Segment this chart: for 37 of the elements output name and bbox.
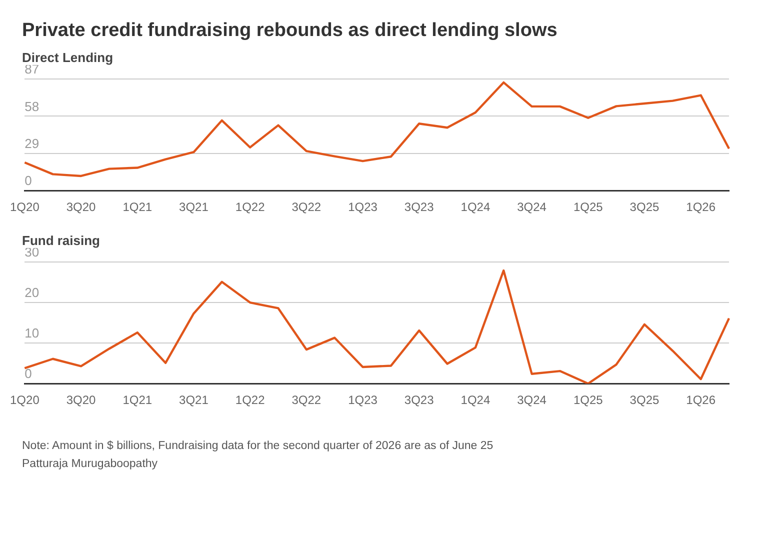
x-tick-label: 1Q21 <box>122 393 152 408</box>
x-tick-label: 1Q20 <box>10 200 40 214</box>
x-tick-label: 1Q23 <box>348 200 378 214</box>
x-tick-label: 1Q21 <box>122 200 152 214</box>
x-tick-label: 3Q23 <box>404 200 434 214</box>
x-tick-label: 3Q24 <box>517 393 547 408</box>
x-tick-label: 3Q25 <box>630 393 660 408</box>
x-tick-label: 3Q21 <box>179 393 209 408</box>
x-tick-label: 3Q22 <box>292 393 322 408</box>
x-tick-label: 1Q25 <box>573 393 604 408</box>
chart-subtitle: Direct Lending <box>22 50 114 65</box>
x-tick-label: 1Q26 <box>686 200 716 214</box>
chart-title: Fund raising <box>22 233 101 248</box>
x-tick-label: 1Q22 <box>235 393 266 408</box>
x-tick-label: 1Q22 <box>235 200 266 214</box>
x-tick-label: 3Q21 <box>179 200 209 214</box>
x-tick-label: 3Q20 <box>66 393 96 408</box>
y-tick-label: 0 <box>24 366 32 382</box>
x-tick-label: 3Q25 <box>630 200 660 214</box>
x-tick-label: 3Q23 <box>404 393 434 408</box>
y-tick-label: 29 <box>24 136 40 151</box>
x-tick-label: 1Q25 <box>573 200 604 214</box>
y-tick-label: 0 <box>24 173 32 188</box>
x-tick-label: 1Q24 <box>460 200 490 214</box>
x-tick-label: 3Q24 <box>517 200 547 214</box>
chart-title: Private credit fundraising rebounds as direct lending slows <box>22 20 558 42</box>
x-tick-label: 1Q24 <box>460 393 490 408</box>
x-tick-label: 1Q26 <box>686 393 716 408</box>
y-tick-label: 10 <box>24 326 40 341</box>
y-tick-label: 58 <box>24 98 40 114</box>
text: Patturaja Murugaboopathy <box>22 458 159 470</box>
y-tick-label: 20 <box>24 285 40 300</box>
x-tick-label: 1Q23 <box>348 393 378 408</box>
text: Note: Amount in $ billions, Fundraising data for the second quarter of 2026 are as of June 25 <box>22 440 494 452</box>
x-tick-label: 1Q20 <box>10 393 40 408</box>
x-tick-label: 3Q22 <box>292 200 322 214</box>
x-tick-label: 3Q20 <box>66 200 96 214</box>
